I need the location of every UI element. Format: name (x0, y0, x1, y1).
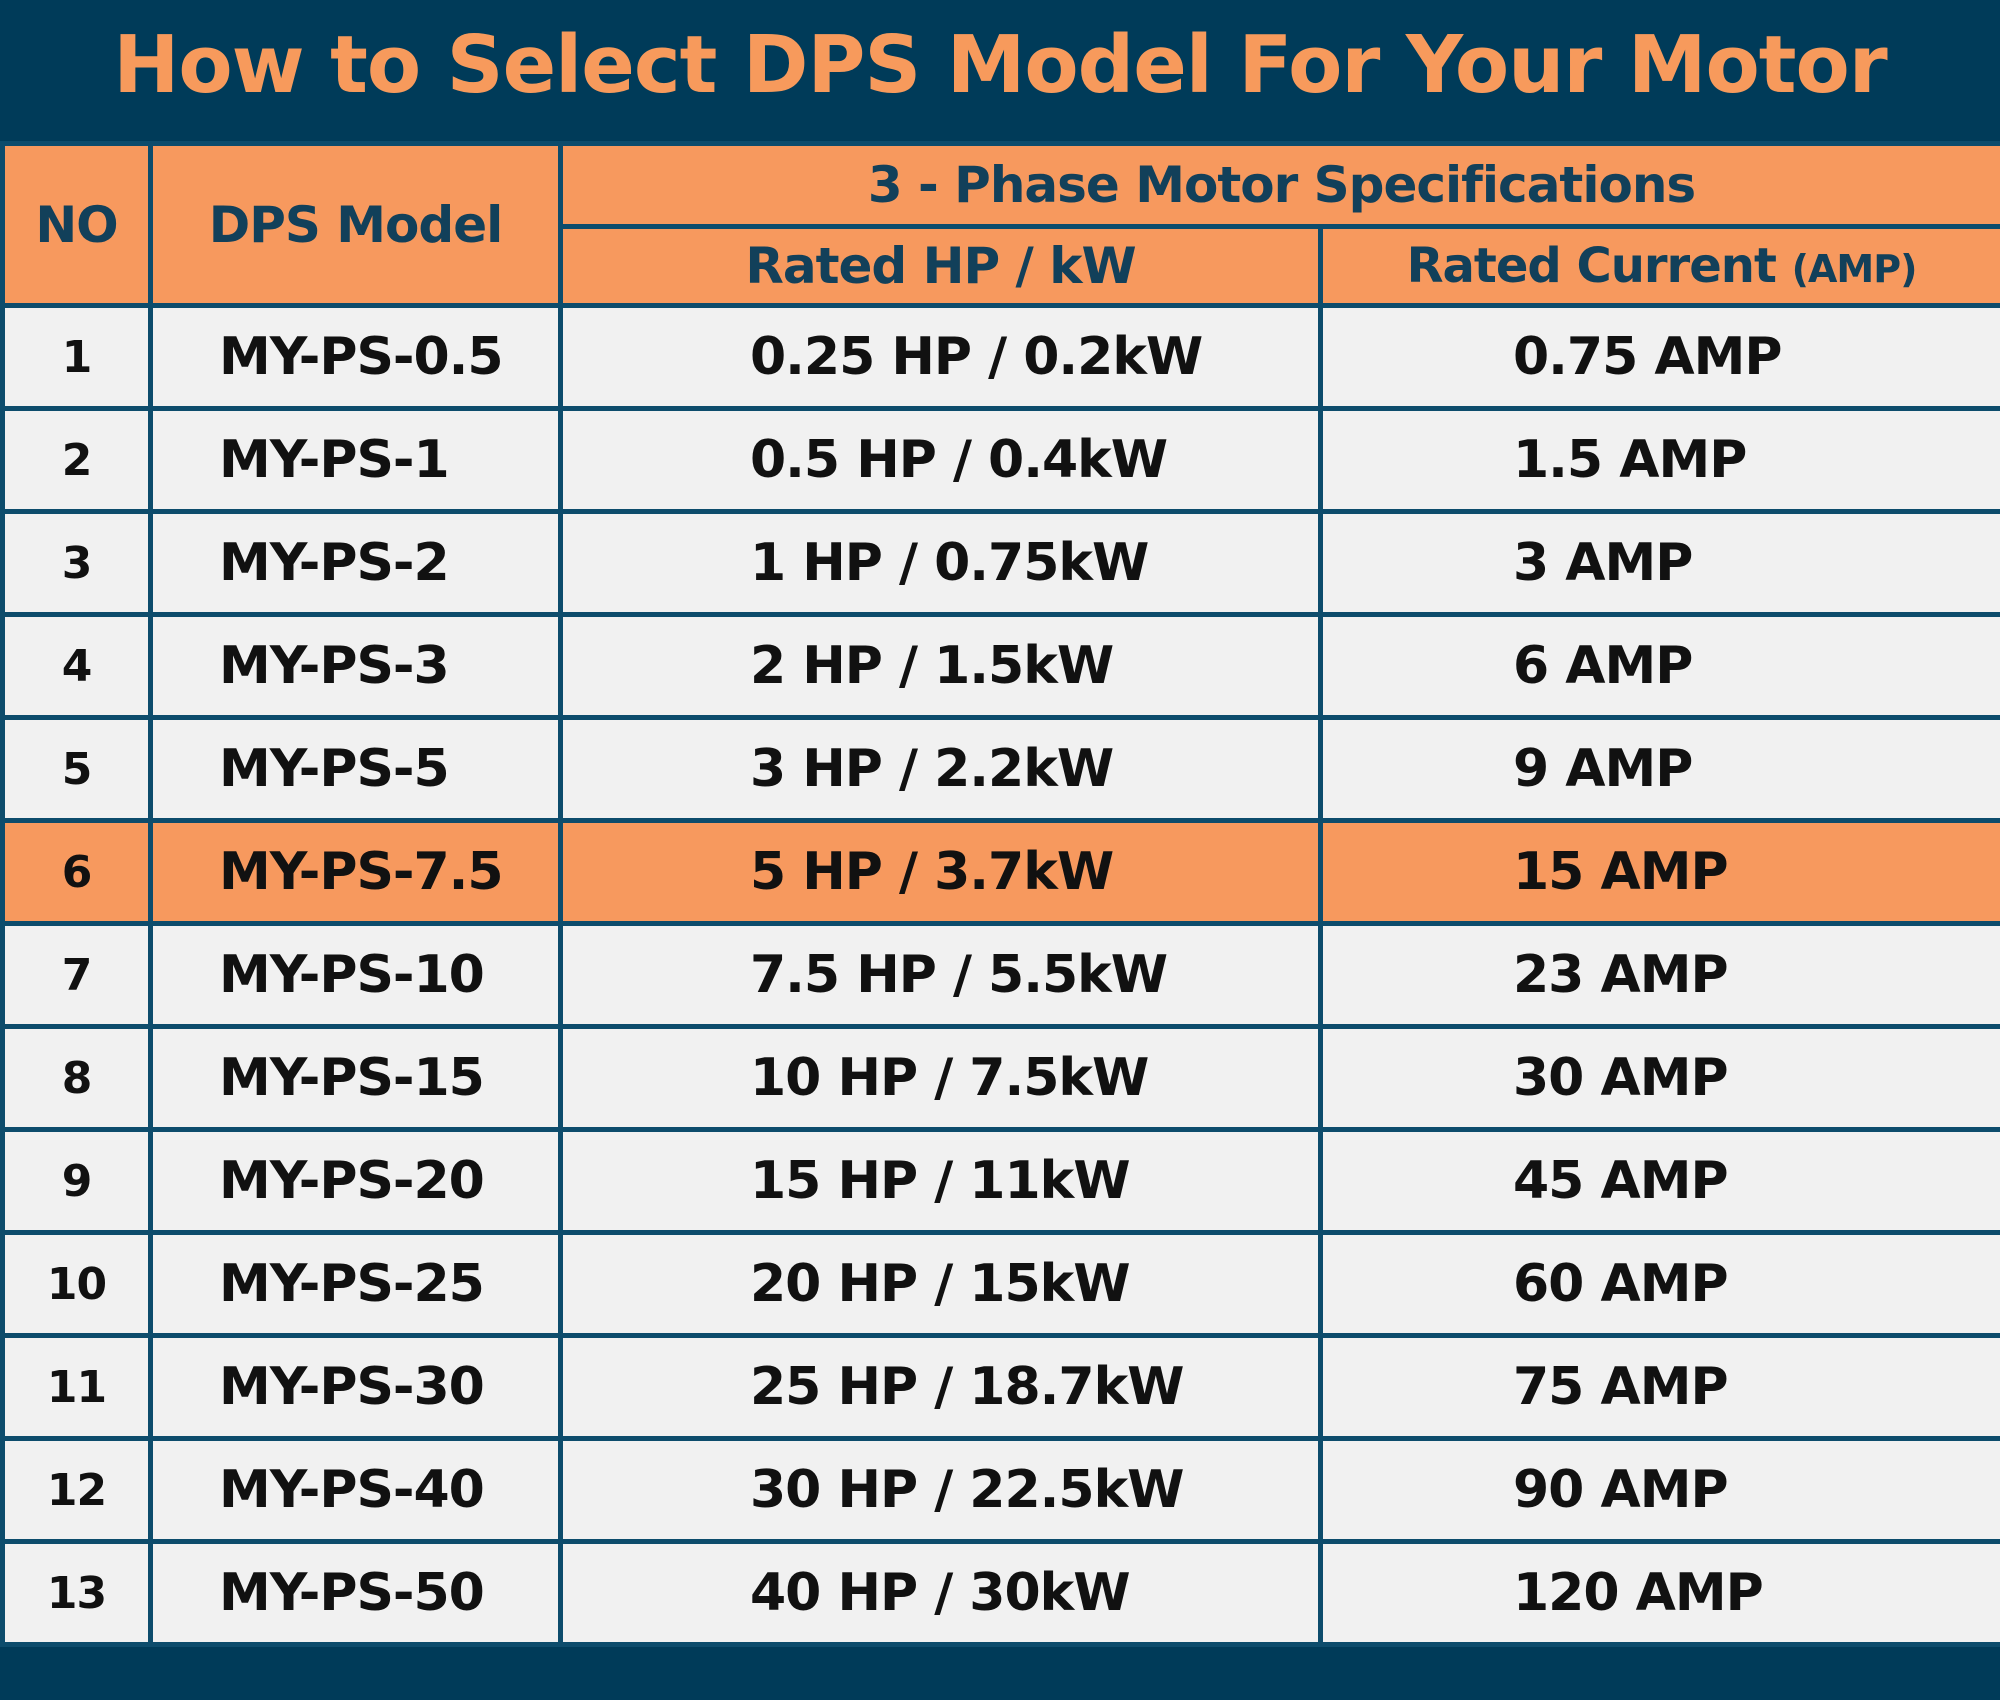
cell-rated-hp-kw: 20 HP / 15kW (558, 1230, 1323, 1338)
cell-rated-current: 75 AMP (1317, 1333, 2000, 1441)
table-header: NO DPS Model 3 - Phase Motor Specificati… (0, 141, 2000, 308)
cell-rated-hp-kw: 15 HP / 11kW (558, 1127, 1323, 1235)
table-row: 7 MY-PS-10 7.5 HP / 5.5kW 23 AMP (0, 921, 2000, 1029)
cell-no: 2 (0, 406, 153, 514)
cell-no: 11 (0, 1333, 153, 1441)
page-title: How to Select DPS Model For Your Motor (113, 18, 1887, 111)
cell-no: 6 (0, 818, 153, 926)
cell-rated-current: 60 AMP (1317, 1230, 2000, 1338)
cell-no: 13 (0, 1539, 153, 1647)
title-banner: How to Select DPS Model For Your Motor (0, 0, 2000, 141)
cell-rated-current: 3 AMP (1317, 509, 2000, 617)
cell-dps-model: MY-PS-25 (148, 1230, 563, 1338)
header-rated-current-unit: (AMP) (1791, 247, 1918, 291)
cell-rated-hp-kw: 25 HP / 18.7kW (558, 1333, 1323, 1441)
cell-rated-current: 23 AMP (1317, 921, 2000, 1029)
cell-rated-current: 90 AMP (1317, 1436, 2000, 1544)
header-dps-model: DPS Model (148, 141, 563, 308)
cell-rated-current: 9 AMP (1317, 715, 2000, 823)
cell-dps-model: MY-PS-50 (148, 1539, 563, 1647)
cell-no: 8 (0, 1024, 153, 1132)
cell-rated-current: 30 AMP (1317, 1024, 2000, 1132)
header-row-bottom: Rated HP / kW Rated Current (AMP) (3, 224, 2000, 308)
cell-rated-hp-kw: 30 HP / 22.5kW (558, 1436, 1323, 1544)
cell-no: 3 (0, 509, 153, 617)
table-row: 8 MY-PS-15 10 HP / 7.5kW 30 AMP (0, 1024, 2000, 1132)
table-row: 9 MY-PS-20 15 HP / 11kW 45 AMP (0, 1127, 2000, 1235)
cell-no: 5 (0, 715, 153, 823)
table-row: 5 MY-PS-5 3 HP / 2.2kW 9 AMP (0, 715, 2000, 823)
cell-dps-model: MY-PS-15 (148, 1024, 563, 1132)
table-row: 3 MY-PS-2 1 HP / 0.75kW 3 AMP (0, 509, 2000, 617)
cell-dps-model: MY-PS-1 (148, 406, 563, 514)
cell-dps-model: MY-PS-5 (148, 715, 563, 823)
cell-rated-hp-kw: 0.5 HP / 0.4kW (558, 406, 1323, 514)
header-3-phase-specs: 3 - Phase Motor Specifications (557, 141, 2000, 229)
cell-dps-model: MY-PS-7.5 (148, 818, 563, 926)
cell-rated-current: 0.75 AMP (1317, 303, 2000, 411)
table-row: 2 MY-PS-1 0.5 HP / 0.4kW 1.5 AMP (0, 406, 2000, 514)
header-row-top: NO DPS Model 3 - Phase Motor Specificati… (0, 141, 2000, 308)
table-row: 13 MY-PS-50 40 HP / 30kW 120 AMP (0, 1539, 2000, 1647)
cell-rated-hp-kw: 0.25 HP / 0.2kW (558, 303, 1323, 411)
cell-rated-current: 45 AMP (1317, 1127, 2000, 1235)
cell-rated-hp-kw: 3 HP / 2.2kW (558, 715, 1323, 823)
cell-no: 7 (0, 921, 153, 1029)
cell-rated-hp-kw: 40 HP / 30kW (558, 1539, 1323, 1647)
cell-dps-model: MY-PS-40 (148, 1436, 563, 1544)
cell-rated-hp-kw: 7.5 HP / 5.5kW (558, 921, 1323, 1029)
cell-dps-model: MY-PS-20 (148, 1127, 563, 1235)
cell-rated-current: 120 AMP (1317, 1539, 2000, 1647)
cell-no: 12 (0, 1436, 153, 1544)
table-row: 12 MY-PS-40 30 HP / 22.5kW 90 AMP (0, 1436, 2000, 1544)
cell-dps-model: MY-PS-3 (148, 612, 563, 720)
cell-rated-hp-kw: 1 HP / 0.75kW (558, 509, 1323, 617)
cell-no: 9 (0, 1127, 153, 1235)
cell-rated-hp-kw: 5 HP / 3.7kW (558, 818, 1323, 926)
cell-no: 1 (0, 303, 153, 411)
cell-rated-hp-kw: 2 HP / 1.5kW (558, 612, 1323, 720)
header-rated-current: Rated Current (AMP) (1317, 224, 2000, 308)
table-row: 10 MY-PS-25 20 HP / 15kW 60 AMP (0, 1230, 2000, 1338)
motor-selection-table: NO DPS Model 3 - Phase Motor Specificati… (0, 141, 2000, 1647)
header-no: NO (0, 141, 153, 308)
header-rated-current-label: Rated Current (1406, 238, 1777, 294)
cell-dps-model: MY-PS-0.5 (148, 303, 563, 411)
cell-dps-model: MY-PS-10 (148, 921, 563, 1029)
cell-dps-model: MY-PS-30 (148, 1333, 563, 1441)
table-row: 1 MY-PS-0.5 0.25 HP / 0.2kW 0.75 AMP (0, 303, 2000, 411)
table-row: 6 MY-PS-7.5 5 HP / 3.7kW 15 AMP (0, 818, 2000, 926)
cell-no: 10 (0, 1230, 153, 1338)
header-rated-hp-kw: Rated HP / kW (558, 224, 1323, 308)
table-row: 11 MY-PS-30 25 HP / 18.7kW 75 AMP (0, 1333, 2000, 1441)
cell-no: 4 (0, 612, 153, 720)
cell-rated-current: 1.5 AMP (1317, 406, 2000, 514)
table-row: 4 MY-PS-3 2 HP / 1.5kW 6 AMP (0, 612, 2000, 720)
cell-rated-current: 15 AMP (1317, 818, 2000, 926)
cell-rated-current: 6 AMP (1317, 612, 2000, 720)
table-body: 1 MY-PS-0.5 0.25 HP / 0.2kW 0.75 AMP 2 MY-PS-… (0, 303, 2000, 1647)
cell-rated-hp-kw: 10 HP / 7.5kW (558, 1024, 1323, 1132)
cell-dps-model: MY-PS-2 (148, 509, 563, 617)
